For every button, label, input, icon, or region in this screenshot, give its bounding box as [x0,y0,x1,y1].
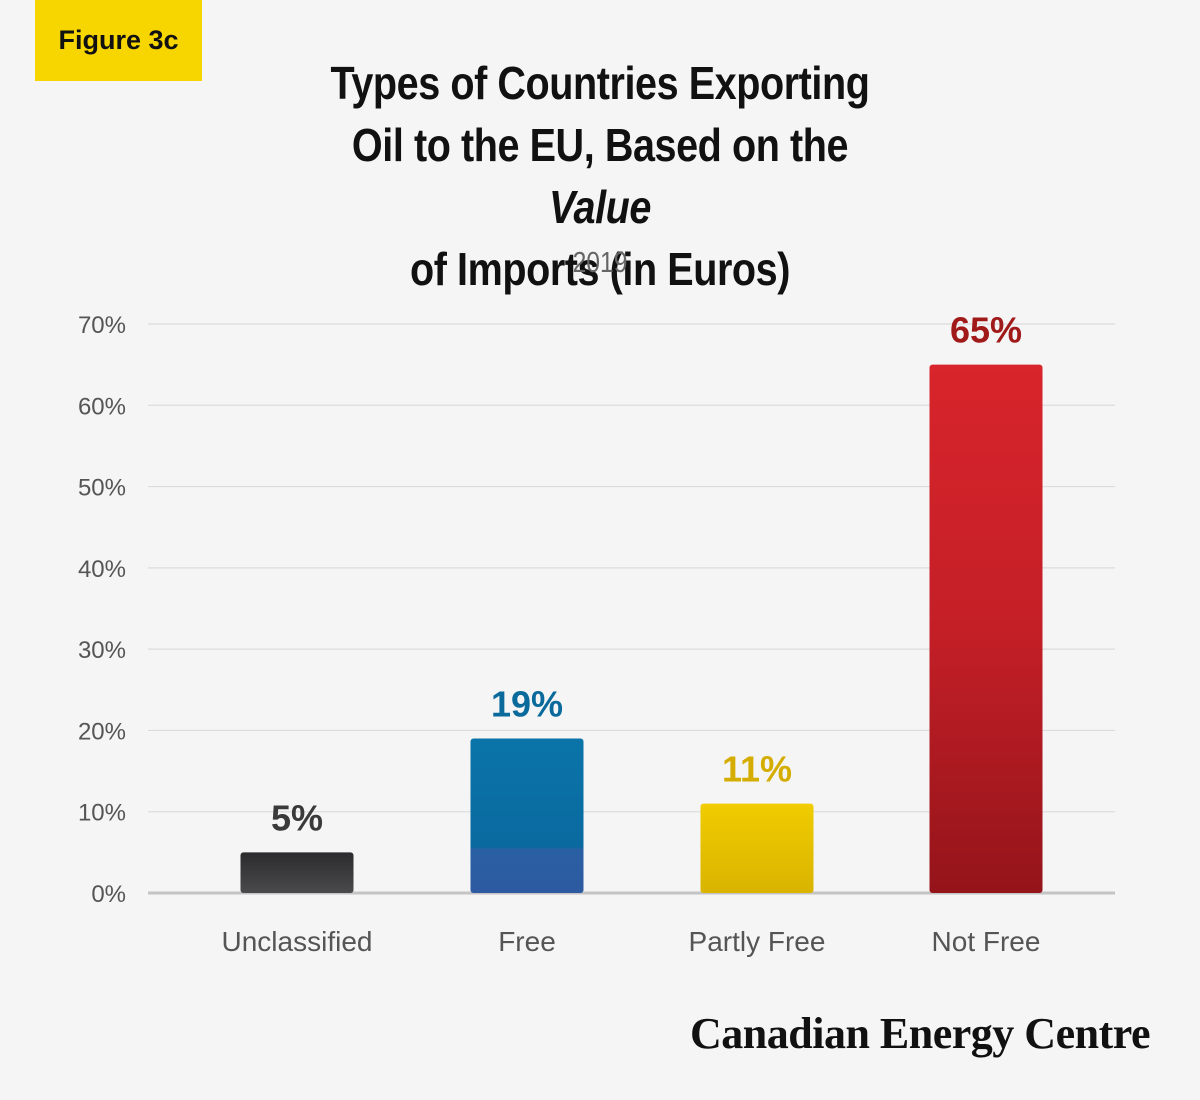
value-label: 11% [722,749,792,790]
x-tick-label: Not Free [932,926,1041,957]
x-tick-label: Partly Free [689,926,826,957]
value-label: 65% [950,310,1022,351]
bar-partly-free [700,803,814,893]
title-line-2: Oil to the EU, Based on the Value [299,114,901,238]
title-line-3: of Imports (in Euros) [410,243,790,295]
y-tick-label: 10% [78,800,126,827]
value-label: 19% [491,684,563,725]
y-tick-label: 20% [78,718,126,745]
bars [240,364,1043,894]
bar-chart: 0% 10% 20% 30% 40% 50% 60% 70% 5% 19% 11% 65% Uncl… [78,310,1115,957]
y-tick-label: 60% [78,393,126,420]
brand-logo: Canadian Energy Centre [690,1009,1150,1058]
x-axis: Unclassified Free Partly Free Not Free [222,926,1041,957]
y-tick-label: 30% [78,637,126,664]
value-labels: 5% 19% 11% 65% [271,310,1022,839]
bar-unclassified [240,852,354,893]
value-label: 5% [271,797,323,838]
figure-badge: Figure 3c [35,0,202,81]
bar-not-free [929,364,1043,894]
y-tick-label: 0% [91,881,126,908]
y-tick-label: 70% [78,312,126,339]
title-line-1: Types of Countries Exporting [330,57,870,109]
title-line-2-text: Oil to the EU, Based on the [351,119,849,171]
bar-free [470,738,584,893]
x-tick-label: Unclassified [222,926,373,957]
chart-subtitle: 2019 [572,247,628,279]
x-tick-label: Free [498,926,556,957]
y-axis: 0% 10% 20% 30% 40% 50% 60% 70% [78,312,126,908]
y-tick-label: 50% [78,475,126,502]
y-tick-label: 40% [78,556,126,583]
chart-title: Types of Countries Exporting Oil to the … [299,52,901,300]
title-line-2-emphasis: Value [549,181,651,233]
